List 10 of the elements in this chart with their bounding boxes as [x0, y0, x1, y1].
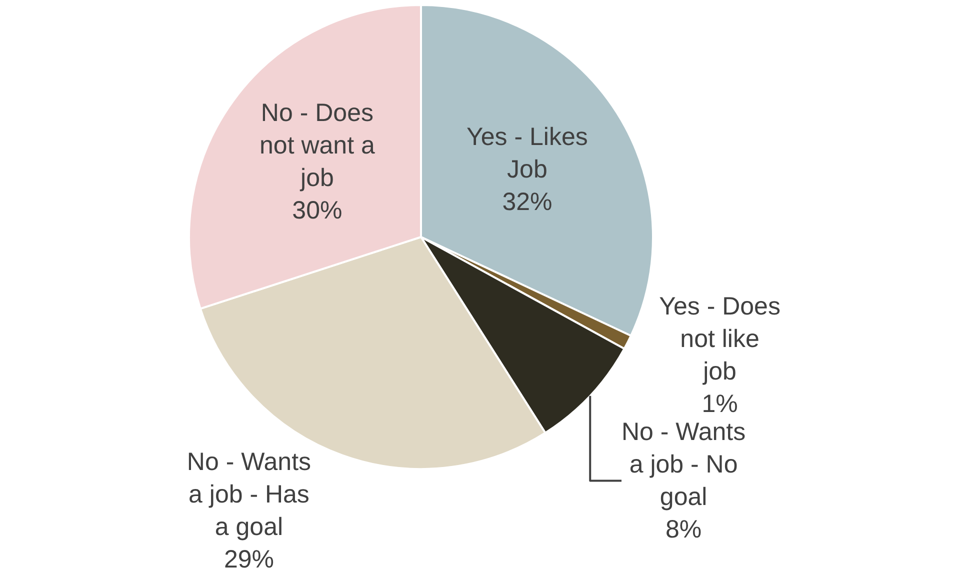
slice-label: No - Wants a job - No goal — [621, 418, 746, 512]
data-label: 1% — [702, 390, 738, 418]
slice-label: No - Wants a job - Has a goal — [186, 448, 312, 542]
data-label: 32% — [502, 188, 552, 216]
slice-label: No - Does not want a job — [260, 98, 375, 192]
slice-label: Yes - Likes Job — [466, 123, 588, 184]
data-label: 30% — [292, 196, 342, 224]
data-label: 8% — [665, 516, 702, 544]
slice-label: Yes - Does not like job — [659, 292, 780, 386]
data-label: 29% — [224, 546, 274, 574]
